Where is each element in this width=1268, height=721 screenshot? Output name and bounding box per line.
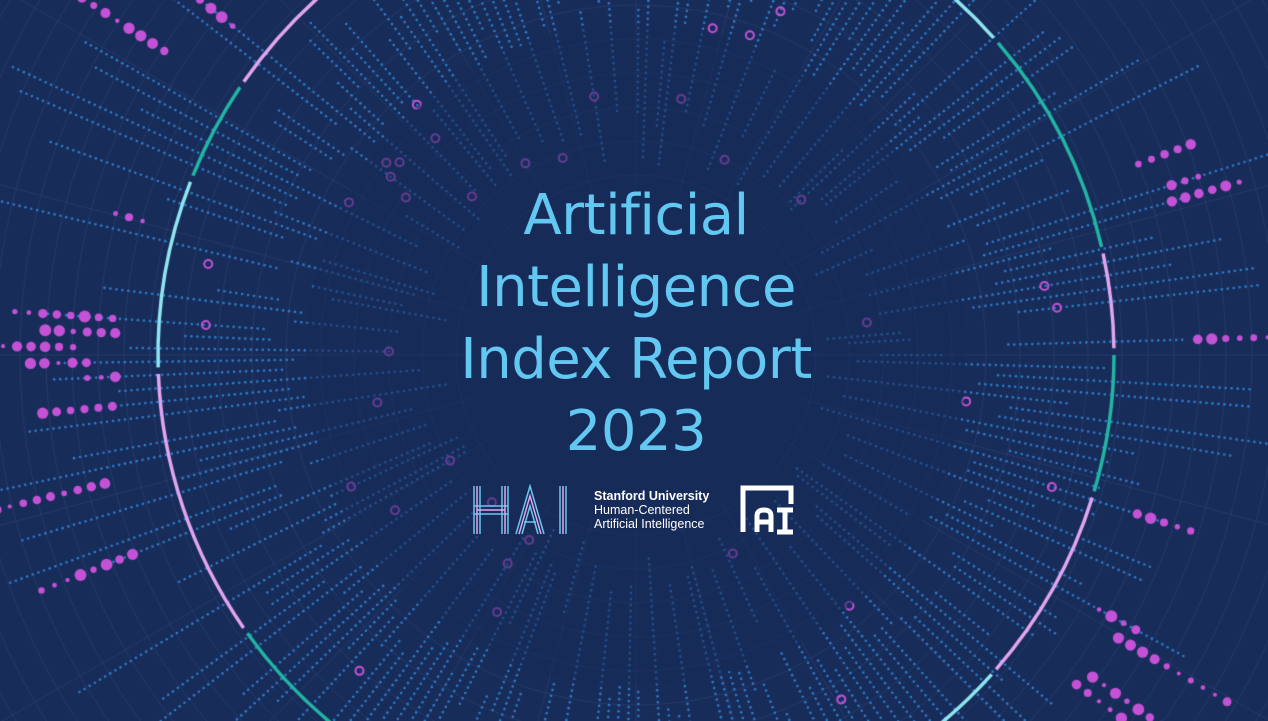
org-name: Stanford University	[594, 489, 710, 503]
hai-text-block: Stanford University Human-Centered Artif…	[594, 489, 709, 531]
org-line3: Artificial Intelligence	[594, 517, 705, 531]
title-line: Index Report	[460, 327, 812, 392]
report-title: Artificial Intelligence Index Report 202…	[336, 180, 936, 468]
org-line2: Human-Centered	[594, 503, 690, 517]
logo-row: Stanford University Human-Centered Artif…	[472, 484, 799, 536]
title-line: Artificial	[523, 183, 749, 248]
title-line: Intelligence	[476, 255, 796, 320]
title-year: 2023	[565, 399, 707, 464]
ai-index-logo	[740, 485, 794, 535]
hai-logo	[473, 484, 567, 535]
